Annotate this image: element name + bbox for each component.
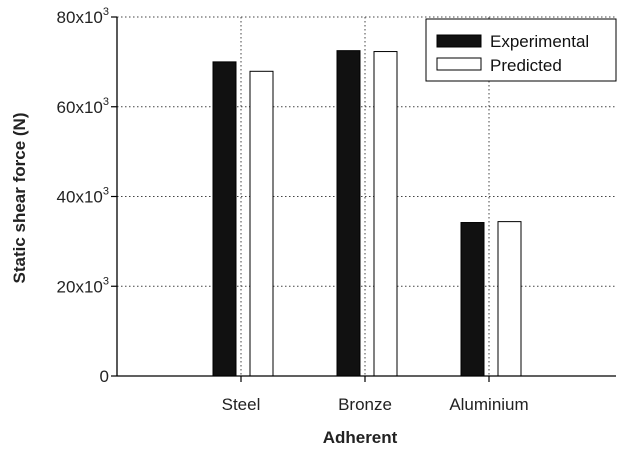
x-tick-label: Bronze	[338, 395, 392, 414]
y-tick-label-base: 20x10	[57, 277, 103, 296]
legend-label-predicted: Predicted	[490, 56, 562, 75]
y-tick-label-base: 40x10	[57, 188, 103, 207]
gridlines	[117, 16, 616, 376]
y-axis-title: Static shear force (N)	[10, 113, 29, 284]
x-axis-title: Adherent	[323, 428, 398, 447]
x-tick-label: Aluminium	[449, 395, 528, 414]
bars	[212, 50, 522, 377]
legend-swatch-experimental	[436, 34, 482, 48]
x-tick-label: Steel	[222, 395, 261, 414]
bar-predicted-steel	[249, 70, 274, 377]
x-axis-ticks: Steel Bronze Aluminium	[222, 376, 529, 414]
bar-experimental-aluminium	[460, 222, 485, 377]
bar-predicted-aluminium	[497, 221, 522, 377]
legend-box	[425, 18, 617, 82]
y-tick-label-base: 80x10	[57, 8, 103, 27]
y-tick-label-exponent: 3	[103, 275, 109, 287]
bar-predicted-bronze	[373, 51, 398, 377]
legend: Experimental Predicted	[425, 18, 617, 82]
y-tick-label-base: 60x10	[57, 98, 103, 117]
y-tick-label-exponent: 3	[103, 96, 109, 108]
legend-label-experimental: Experimental	[490, 32, 589, 51]
y-tick-label-exponent: 3	[103, 6, 109, 18]
y-tick-label: 0	[100, 367, 109, 386]
bar-experimental-steel	[212, 61, 237, 377]
y-tick-label: 80x103	[57, 6, 109, 27]
y-tick-label: 20x103	[57, 275, 109, 296]
y-tick-label: 40x103	[57, 186, 109, 207]
bar-experimental-bronze	[336, 50, 361, 377]
legend-swatch-predicted	[436, 57, 482, 71]
y-tick-label-exponent: 3	[103, 186, 109, 198]
y-tick-label-base: 0	[100, 367, 109, 386]
y-tick-label: 60x103	[57, 96, 109, 117]
